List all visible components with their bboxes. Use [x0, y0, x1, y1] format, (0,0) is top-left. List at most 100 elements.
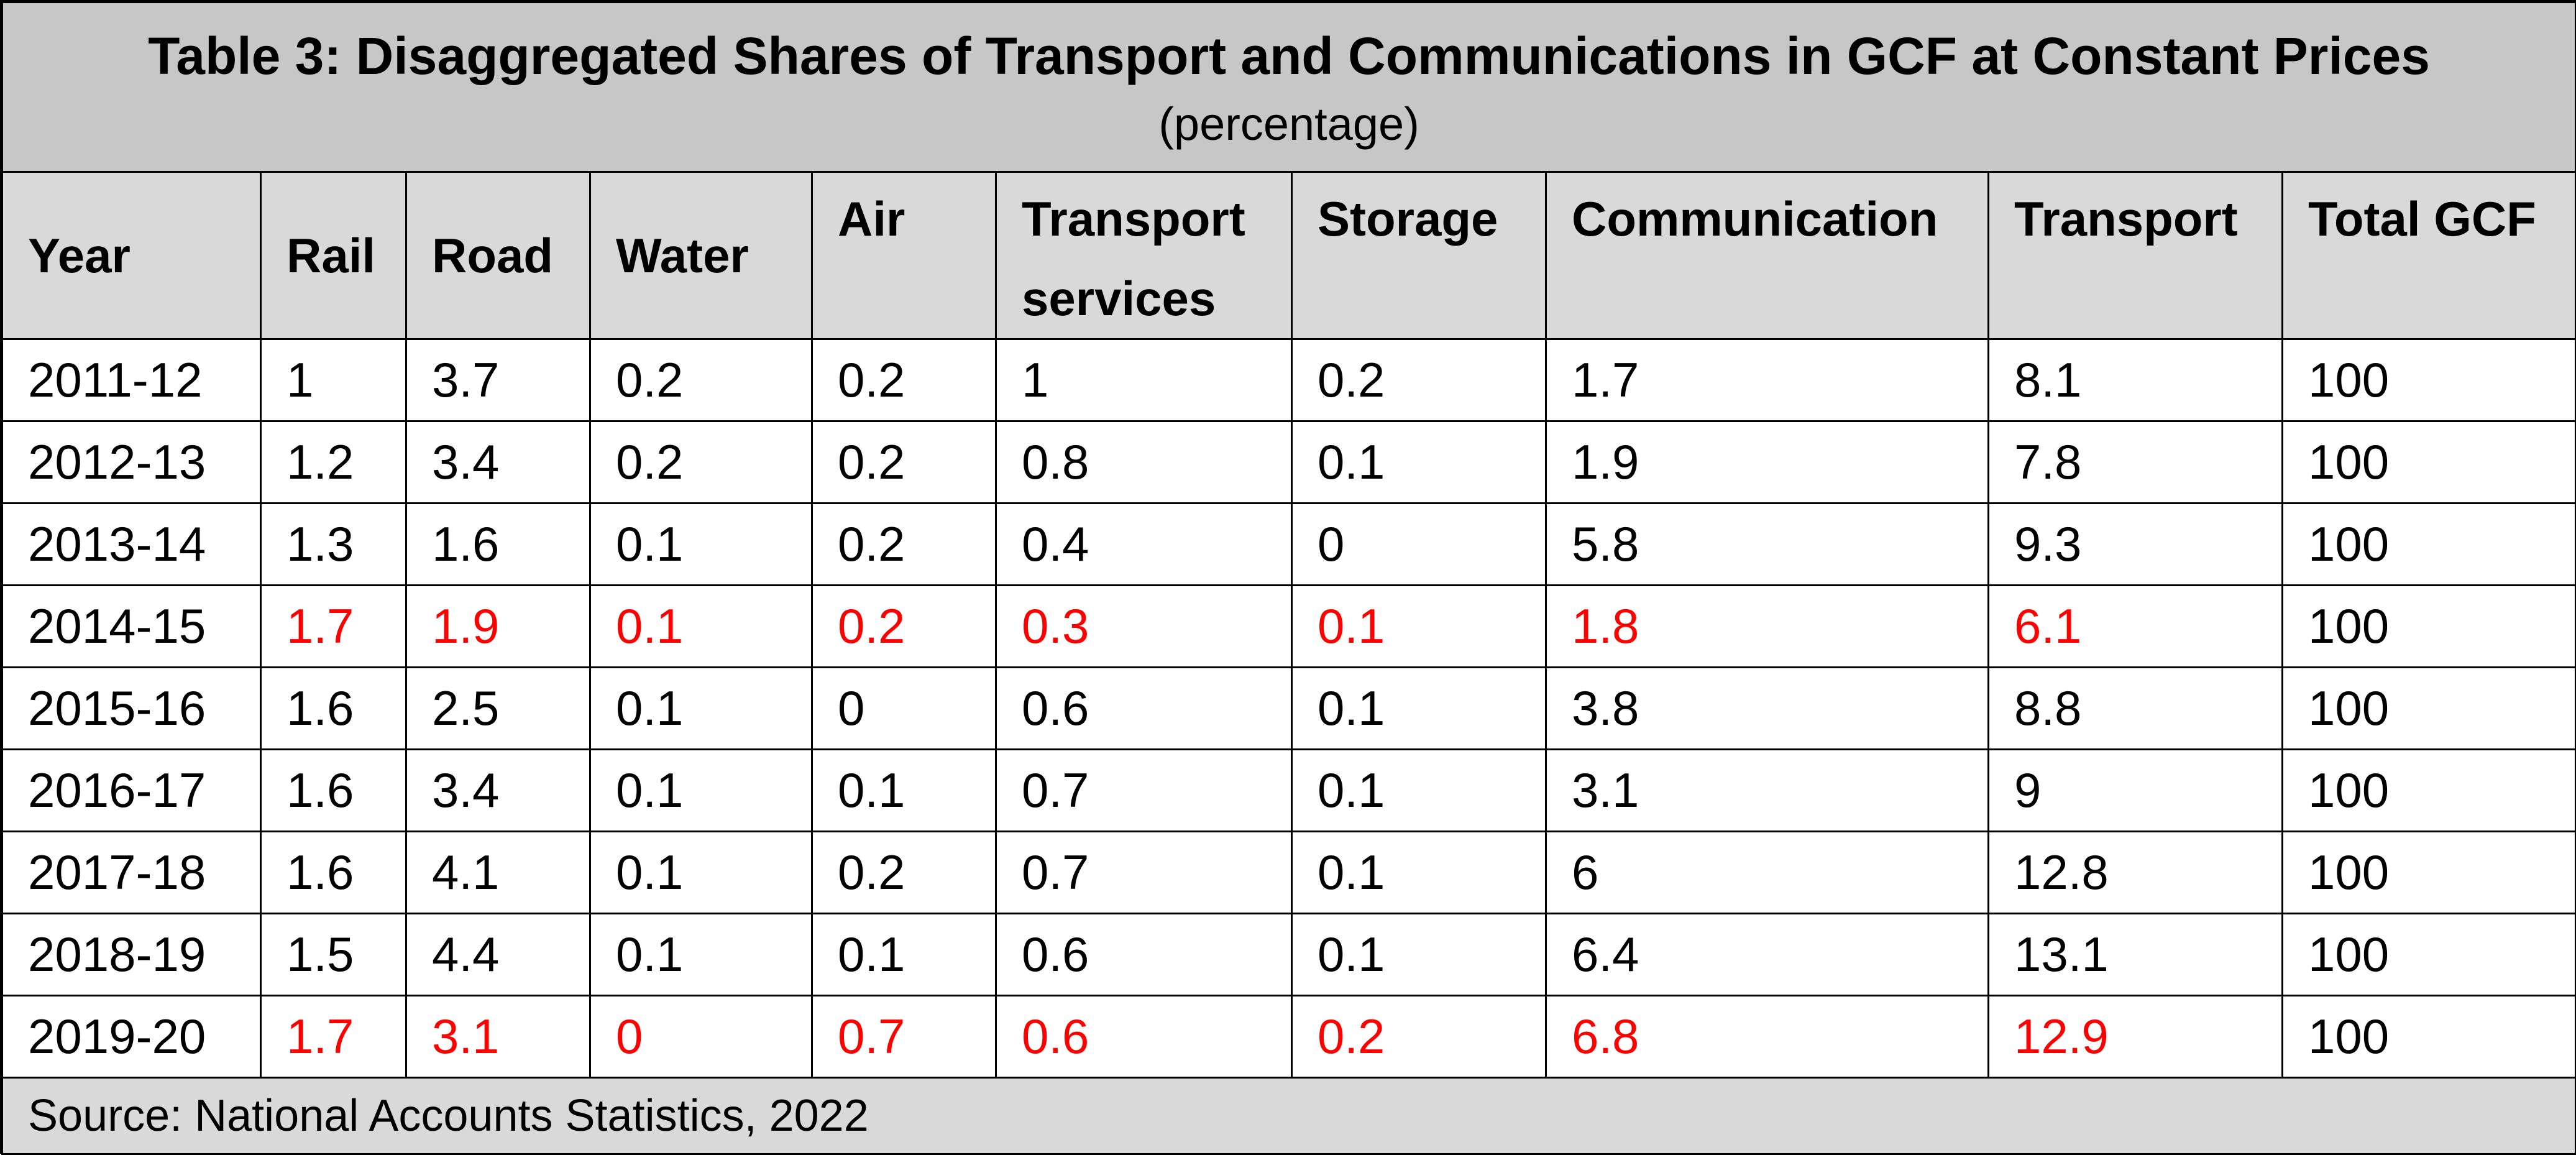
- value-cell: 1.2: [260, 420, 407, 504]
- column-header: Communication: [1545, 171, 1989, 340]
- value-cell: 100: [2281, 420, 2576, 504]
- column-header: Transport services: [995, 171, 1293, 340]
- value-cell: 1.6: [260, 666, 407, 750]
- value-cell: 0.2: [811, 420, 997, 504]
- value-cell: 0.1: [1291, 831, 1547, 914]
- value-cell: 100: [2281, 913, 2576, 996]
- value-cell: 9: [1987, 748, 2283, 832]
- table-subtitle: (percentage): [1158, 98, 1419, 150]
- value-cell: 12.8: [1987, 831, 2283, 914]
- value-cell: 1.6: [260, 748, 407, 832]
- value-cell: 7.8: [1987, 420, 2283, 504]
- value-cell: 0.1: [589, 502, 813, 586]
- column-header: Storage: [1291, 171, 1547, 340]
- value-cell: 1: [260, 338, 407, 422]
- value-cell: 3.4: [405, 748, 591, 832]
- source-note: Source: National Accounts Statistics, 20…: [1, 1077, 2576, 1155]
- value-cell: 1.6: [260, 831, 407, 914]
- value-cell: 6.4: [1545, 913, 1989, 996]
- value-cell: 0.1: [589, 584, 813, 668]
- column-header: Transport: [1987, 171, 2283, 340]
- value-cell: 6.8: [1545, 995, 1989, 1079]
- year-cell: 2013-14: [1, 502, 262, 586]
- value-cell: 1.8: [1545, 584, 1989, 668]
- table-row: 2017-18 1.6 4.1 0.1 0.2 0.7 0.1 6 12.8 100: [1, 831, 2576, 914]
- value-cell: 0.8: [995, 420, 1293, 504]
- value-cell: 1.5: [260, 913, 407, 996]
- value-cell: 13.1: [1987, 913, 2283, 996]
- value-cell: 1.9: [1545, 420, 1989, 504]
- value-cell: 0.1: [589, 666, 813, 750]
- year-cell: 2017-18: [1, 831, 262, 914]
- header-row: Year Rail Road Water Air Transport servi…: [1, 171, 2576, 340]
- table-row: 2011-12 1 3.7 0.2 0.2 1 0.2 1.7 8.1 100: [1, 338, 2576, 422]
- column-header: Total GCF: [2281, 171, 2576, 340]
- table-row: 2019-20 1.7 3.1 0 0.7 0.6 0.2 6.8 12.9 100: [1, 995, 2576, 1079]
- value-cell: 0.1: [589, 831, 813, 914]
- value-cell: 0.2: [811, 338, 997, 422]
- value-cell: 5.8: [1545, 502, 1989, 586]
- value-cell: 0.6: [995, 666, 1293, 750]
- value-cell: 1.3: [260, 502, 407, 586]
- value-cell: 0.1: [811, 748, 997, 832]
- value-cell: 0.4: [995, 502, 1293, 586]
- value-cell: 0.7: [811, 995, 997, 1079]
- value-cell: 2.5: [405, 666, 591, 750]
- value-cell: 1.6: [405, 502, 591, 586]
- value-cell: 3.1: [1545, 748, 1989, 832]
- value-cell: 100: [2281, 502, 2576, 586]
- value-cell: 100: [2281, 338, 2576, 422]
- table-row: 2018-19 1.5 4.4 0.1 0.1 0.6 0.1 6.4 13.1 100: [1, 913, 2576, 996]
- value-cell: 0.3: [995, 584, 1293, 668]
- value-cell: 1.9: [405, 584, 591, 668]
- year-cell: 2014-15: [1, 584, 262, 668]
- value-cell: 0.2: [1291, 995, 1547, 1079]
- table-title: Table 3: Disaggregated Shares of Transpo…: [148, 27, 2430, 85]
- value-cell: 0.2: [589, 420, 813, 504]
- value-cell: 0.1: [589, 748, 813, 832]
- value-cell: 0: [589, 995, 813, 1079]
- value-cell: 1.7: [260, 584, 407, 668]
- value-cell: 0: [811, 666, 997, 750]
- table-row: 2016-17 1.6 3.4 0.1 0.1 0.7 0.1 3.1 9 100: [1, 748, 2576, 832]
- value-cell: 0: [1291, 502, 1547, 586]
- value-cell: 1: [995, 338, 1293, 422]
- year-cell: 2011-12: [1, 338, 262, 422]
- value-cell: 0.1: [1291, 913, 1547, 996]
- table-row: 2015-16 1.6 2.5 0.1 0 0.6 0.1 3.8 8.8 100: [1, 666, 2576, 750]
- table-title-cell: Table 3: Disaggregated Shares of Transpo…: [1, 1, 2576, 173]
- table-row: 2013-14 1.3 1.6 0.1 0.2 0.4 0 5.8 9.3 100: [1, 502, 2576, 586]
- value-cell: 100: [2281, 748, 2576, 832]
- table-row: 2014-15 1.7 1.9 0.1 0.2 0.3 0.1 1.8 6.1 100: [1, 584, 2576, 668]
- column-header: Air: [811, 171, 997, 340]
- value-cell: 0.2: [811, 502, 997, 586]
- value-cell: 0.1: [1291, 420, 1547, 504]
- value-cell: 8.8: [1987, 666, 2283, 750]
- value-cell: 0.1: [811, 913, 997, 996]
- value-cell: 0.2: [589, 338, 813, 422]
- value-cell: 4.4: [405, 913, 591, 996]
- year-cell: 2016-17: [1, 748, 262, 832]
- value-cell: 0.1: [589, 913, 813, 996]
- year-cell: 2018-19: [1, 913, 262, 996]
- year-cell: 2015-16: [1, 666, 262, 750]
- year-cell: 2019-20: [1, 995, 262, 1079]
- column-header: Water: [589, 171, 813, 340]
- value-cell: 6: [1545, 831, 1989, 914]
- value-cell: 0.2: [811, 831, 997, 914]
- value-cell: 1.7: [260, 995, 407, 1079]
- value-cell: 100: [2281, 666, 2576, 750]
- value-cell: 4.1: [405, 831, 591, 914]
- value-cell: 3.1: [405, 995, 591, 1079]
- value-cell: 3.8: [1545, 666, 1989, 750]
- value-cell: 100: [2281, 995, 2576, 1079]
- value-cell: 0.7: [995, 831, 1293, 914]
- value-cell: 6.1: [1987, 584, 2283, 668]
- value-cell: 3.4: [405, 420, 591, 504]
- value-cell: 0.1: [1291, 748, 1547, 832]
- value-cell: 9.3: [1987, 502, 2283, 586]
- value-cell: 1.7: [1545, 338, 1989, 422]
- value-cell: 100: [2281, 584, 2576, 668]
